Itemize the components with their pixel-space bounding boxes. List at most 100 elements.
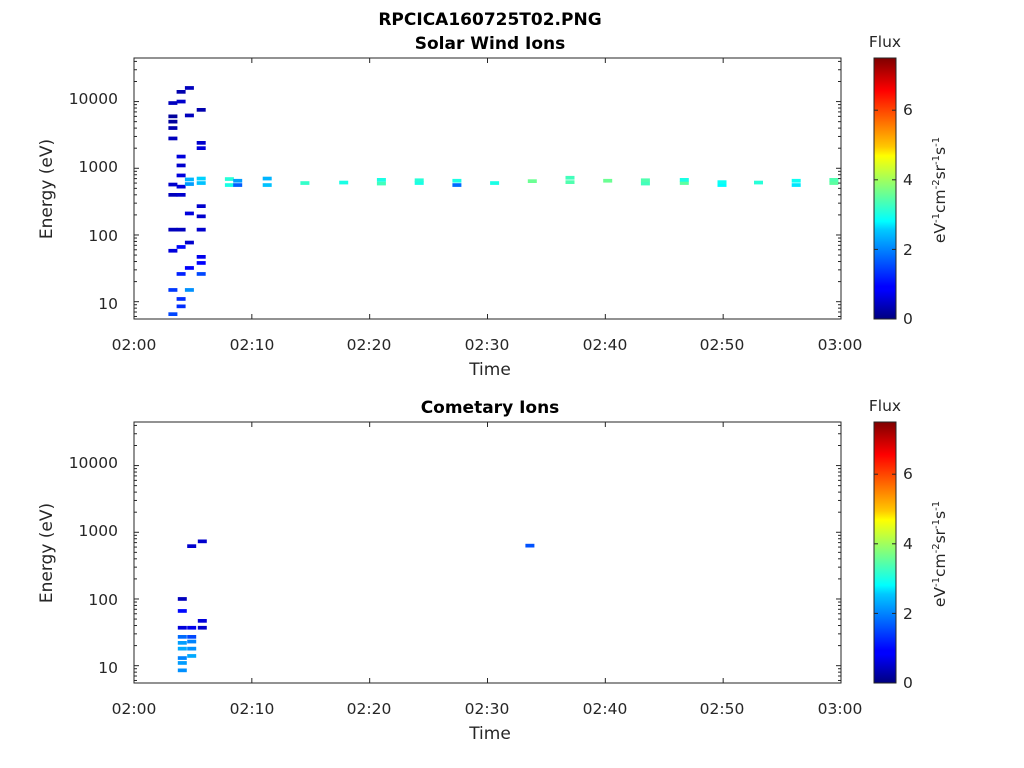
colorbar-tick-label: 6 [903,101,913,119]
x-tick-label: 02:50 [700,336,745,354]
x-tick-label: 03:00 [818,336,863,354]
heatmap-cell [196,204,206,208]
heatmap-cell [176,193,186,197]
heatmap-cell [196,272,206,276]
y-tick-labels-solar-wind: 10 100 1000 10000 [69,90,118,313]
heatmap-cell [177,609,187,613]
heatmap-cell [168,119,178,124]
heatmap-cell [168,136,178,141]
y-tick-label: 10000 [69,454,118,472]
y-axis-label-cometary: Energy (eV) [37,503,57,603]
heatmap-cell [184,182,194,186]
x-tick-label: 02:00 [112,700,157,718]
heatmap-cell [197,619,207,623]
heatmap-cell [177,635,187,639]
x-tick-label: 02:20 [347,336,392,354]
heatmap-cell [300,181,310,185]
heatmap-cell [176,90,186,94]
heatmap-cell [168,126,178,130]
heatmap-cell [376,178,386,182]
heatmap-cell [791,178,801,183]
panel-title-cometary: Cometary Ions [421,398,560,418]
y-tick-label: 100 [88,227,118,245]
heatmap-cell [196,146,206,150]
heatmap-cell [187,635,197,639]
heatmap-cell [829,178,839,182]
heatmap-cell [262,176,272,181]
heatmap-cell [196,176,206,181]
heatmap-cell [791,183,801,187]
heatmap-cell [184,288,194,292]
x-tick-label: 02:20 [347,700,392,718]
heatmap-cell [196,214,206,219]
plot-frame-cometary [133,421,842,684]
heatmap-cell [176,297,186,301]
heatmap-cell [176,163,186,168]
x-tick-label: 02:40 [583,700,628,718]
y-axis-label-solar-wind: Energy (eV) [37,139,57,239]
heatmap-cell [603,178,613,183]
y-tick-label: 100 [88,591,118,609]
heatmap-cell [679,181,689,185]
heatmap-cell [197,539,207,544]
colorbar-tick-label: 0 [903,310,913,328]
x-tick-label: 02:10 [230,700,275,718]
x-tick-label: 03:00 [818,700,863,718]
heatmap-cell [176,184,186,189]
heatmap-cell [196,227,206,232]
heatmap-cell [168,101,178,105]
heatmap-cell [187,639,197,644]
heatmap-cell [233,183,243,187]
heatmap-cell [177,597,187,601]
heatmap-cell [168,193,178,197]
colorbar-ticks [874,473,896,684]
heatmap-cell [414,178,424,183]
heatmap-cell [177,625,187,630]
heatmap-cell [490,181,500,185]
x-axis-label-solar-wind: Time [468,360,511,380]
heatmap-cell [184,266,194,270]
heatmap-cell [187,544,197,548]
x-tick-labels-cometary: 02:00 02:10 02:20 02:30 02:40 02:50 03:0… [112,700,863,718]
heatmap-cell [177,646,187,651]
heatmap-cell [168,182,178,187]
x-tick-label: 02:40 [583,336,628,354]
heatmap-cell [452,183,462,187]
heatmap-cell [184,177,194,182]
heatmap-cell [525,543,535,548]
heatmap-cell [196,255,206,259]
heatmap-cell [184,86,194,90]
heatmap-cell [640,178,650,183]
panel-cometary: Cometary Ions 10 100 1000 10000 02:00 02… [37,397,949,744]
y-tick-label: 1000 [79,522,118,540]
heatmap-cell [177,661,187,665]
heatmap-cell [224,183,234,187]
heatmap-cell [184,113,194,118]
heatmap-cell [187,654,197,658]
heatmap-cell [565,180,575,184]
heatmap-cell [376,181,386,186]
heatmap-cell [184,240,194,245]
colorbar-tick-label: 6 [903,465,913,483]
heatmap-cell [565,175,575,180]
heatmap-cell [176,154,186,159]
heatmap-cell [754,180,763,185]
y-tick-label: 10 [98,295,118,313]
colorbar-tick-label: 2 [903,241,913,259]
heatmap-cell [640,181,650,186]
x-tick-label: 02:50 [700,700,745,718]
heatmap-cell [168,227,178,232]
colorbar-tick-label: 4 [903,535,913,553]
heatmap-cells-cometary [177,539,535,673]
heatmap-cell [262,183,272,187]
y-tick-label: 10000 [69,90,118,108]
colorbar-label: eV-1cm-2sr-1s-1 [931,137,949,243]
colorbar-title: Flux [869,397,901,415]
colorbar-tick-label: 2 [903,605,913,623]
heatmap-cell [452,178,462,183]
heatmap-cell [168,248,178,253]
x-tick-label: 02:10 [230,336,275,354]
x-tick-label: 02:00 [112,336,157,354]
heatmap-cell [176,245,186,249]
heatmap-cell [177,656,187,660]
